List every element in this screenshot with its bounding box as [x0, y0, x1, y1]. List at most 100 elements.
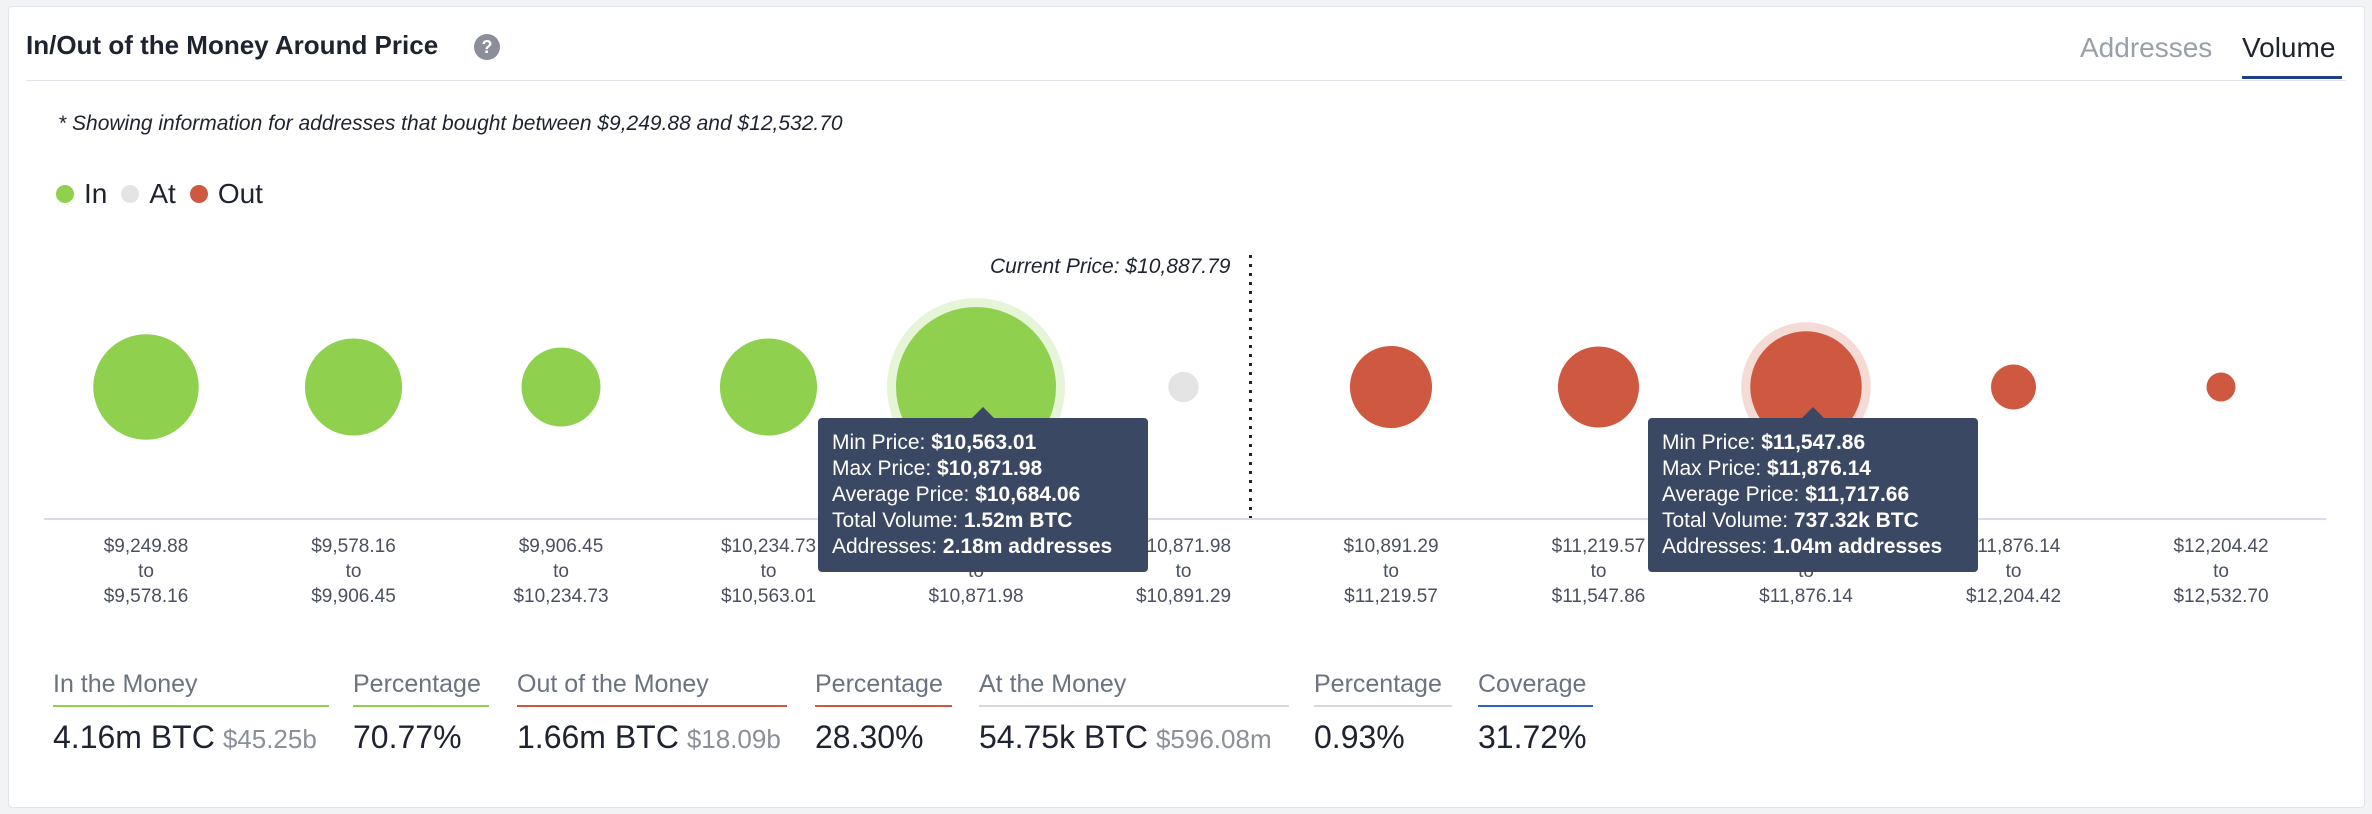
tick-label-upper: $11,219.57	[1344, 586, 1438, 607]
summary-stat-value: 54.75k BTC $596.08m	[979, 719, 1289, 756]
tick-label-upper: $10,891.29	[1136, 586, 1231, 607]
legend-dot-in	[56, 185, 74, 203]
tick-label-from: $10,234.73	[721, 536, 816, 557]
legend-label-at: At	[149, 178, 176, 209]
tick-label-to: to	[1176, 561, 1192, 582]
bubble-in[interactable]	[304, 338, 403, 436]
legend-dot-out	[189, 185, 208, 203]
tick-label-to: to	[1591, 561, 1607, 582]
summary-stat: In the Money 4.16m BTC $45.25b	[53, 670, 329, 756]
tick-label-from: $11,876.14	[1967, 536, 2061, 557]
tooltip-row-label: Total Volume:	[1662, 509, 1794, 532]
summary-stat-label: Percentage	[815, 670, 943, 698]
legend-item-out[interactable]: Out	[189, 178, 263, 210]
tick-label-from: $12,204.42	[2173, 536, 2268, 557]
summary-stat-usd: $45.25b	[222, 724, 317, 754]
tick-label-to: to	[1383, 561, 1399, 582]
legend-item-at[interactable]: At	[121, 178, 176, 210]
question-circle-icon[interactable]: ?	[474, 34, 500, 60]
header-divider	[26, 80, 2346, 81]
tick-label-to: to	[346, 561, 362, 582]
summary-stat-main: 28.30%	[815, 719, 924, 755]
page-title: In/Out of the Money Around Price	[26, 30, 439, 60]
tooltip-row: Addresses: 2.18m addresses	[832, 534, 1134, 560]
summary-stat: Coverage 31.72%	[1478, 670, 1593, 756]
legend-label-out: Out	[217, 178, 263, 209]
summary-stat: Out of the Money 1.66m BTC $18.09b	[517, 670, 787, 756]
summary-stat-main: 54.75k BTC	[979, 719, 1148, 755]
summary-stat-main: 4.16m BTC	[53, 719, 215, 755]
active-tab-indicator	[2242, 76, 2342, 79]
tooltip-row-value: $11,547.86	[1761, 431, 1866, 454]
legend-item-in[interactable]: In	[56, 178, 107, 210]
tooltip-row-value: $10,684.06	[975, 483, 1081, 506]
bubble-out[interactable]	[1557, 346, 1640, 428]
summary-stat-underline	[517, 705, 787, 707]
tick-label-upper: $10,871.98	[928, 586, 1023, 607]
bubble-out[interactable]	[2206, 372, 2236, 402]
bubble-out[interactable]	[1991, 364, 2036, 410]
tick-label-upper: $10,563.01	[721, 586, 816, 607]
summary-stat-value: 4.16m BTC $45.25b	[53, 719, 329, 756]
summary-stat-value: 0.93%	[1314, 719, 1452, 756]
bubble-tooltip: Min Price: $10,563.01 Max Price: $10,871.…	[818, 407, 1148, 572]
tab-volume[interactable]: Volume	[2242, 32, 2336, 63]
summary-stat-label: Out of the Money	[517, 670, 709, 698]
tick-label-to: to	[761, 561, 777, 582]
bubble-out[interactable]	[1750, 331, 1862, 443]
tick-label-from: $10,871.98	[1136, 536, 1231, 557]
tab-addresses[interactable]: Addresses	[2080, 32, 2213, 63]
summary-stat-value: 70.77%	[353, 719, 489, 756]
tooltip-row-value: $10,563.01	[931, 431, 1037, 454]
tick-label-upper: $11,876.14	[1759, 586, 1853, 607]
legend-label-in: In	[84, 178, 108, 209]
tooltip-row-value: 737.32k BTC	[1793, 509, 1919, 532]
tooltip-row: Average Price: $11,717.66	[1662, 482, 1964, 508]
summary-stat-underline	[353, 705, 489, 707]
tooltip-row: Min Price: $10,563.01	[832, 430, 1134, 456]
tooltip-row-value: $11,876.14	[1767, 457, 1871, 480]
tick-label-to: to	[2213, 561, 2229, 582]
tooltip-row: Max Price: $11,876.14	[1662, 456, 1964, 482]
summary-stat: Percentage 70.77%	[353, 670, 489, 756]
summary-stat-main: 0.93%	[1314, 719, 1405, 755]
tooltip-row-label: Min Price:	[832, 431, 932, 454]
summary-stat-usd: $18.09b	[686, 724, 781, 754]
tooltip-row-label: Addresses:	[832, 535, 943, 558]
legend-dot-at	[121, 185, 140, 203]
bubble-chart: Current Price: $10,887.79 $9,249.88 to $9,5…	[44, 255, 2326, 607]
tick-label-upper: $12,204.42	[1966, 586, 2061, 607]
tick-label-upper: $12,532.70	[2173, 586, 2268, 607]
tick-label-from: $10,891.29	[1343, 536, 1438, 557]
tooltip-row-value: 1.04m addresses	[1772, 535, 1943, 558]
tooltip-row-value: 2.18m addresses	[942, 535, 1113, 558]
bubble-in[interactable]	[521, 347, 601, 427]
tick-label-from: $9,249.88	[104, 536, 189, 557]
summary-stat-usd: $596.08m	[1155, 724, 1272, 754]
summary-stat-main: 31.72%	[1478, 719, 1587, 755]
tooltip-row: Total Volume: 1.52m BTC	[832, 508, 1134, 534]
current-price-label: Current Price: $10,887.79	[990, 255, 1231, 278]
summary-stat-value: 28.30%	[815, 719, 952, 756]
tooltip-row-label: Max Price:	[1662, 457, 1768, 480]
tick-label-to: to	[138, 561, 154, 582]
summary-stat: Percentage 0.93%	[1314, 670, 1452, 756]
summary-stat-value: 31.72%	[1478, 719, 1593, 756]
tooltip-row-label: Addresses:	[1662, 535, 1773, 558]
tooltip-row-label: Average Price:	[1662, 483, 1806, 506]
tick-label-to: to	[2006, 561, 2022, 582]
summary-stat: At the Money 54.75k BTC $596.08m	[979, 670, 1289, 756]
tooltip-row-label: Total Volume:	[832, 509, 964, 532]
tick-label-from: $11,219.57	[1552, 536, 1646, 557]
summary-stat-underline	[1478, 705, 1593, 707]
tick-label-from: $9,906.45	[519, 536, 604, 557]
tick-label-to: to	[553, 561, 569, 582]
bubble-in[interactable]	[719, 338, 818, 436]
bubble-out[interactable]	[1349, 345, 1433, 429]
chart-card	[8, 6, 2365, 808]
summary-stat-label: At the Money	[979, 670, 1127, 698]
bubble-in[interactable]	[93, 334, 199, 440]
bubble-at[interactable]	[1168, 371, 1199, 403]
tick-label-from: $9,578.16	[311, 536, 396, 557]
summary-stat-main: 1.66m BTC	[517, 719, 679, 755]
